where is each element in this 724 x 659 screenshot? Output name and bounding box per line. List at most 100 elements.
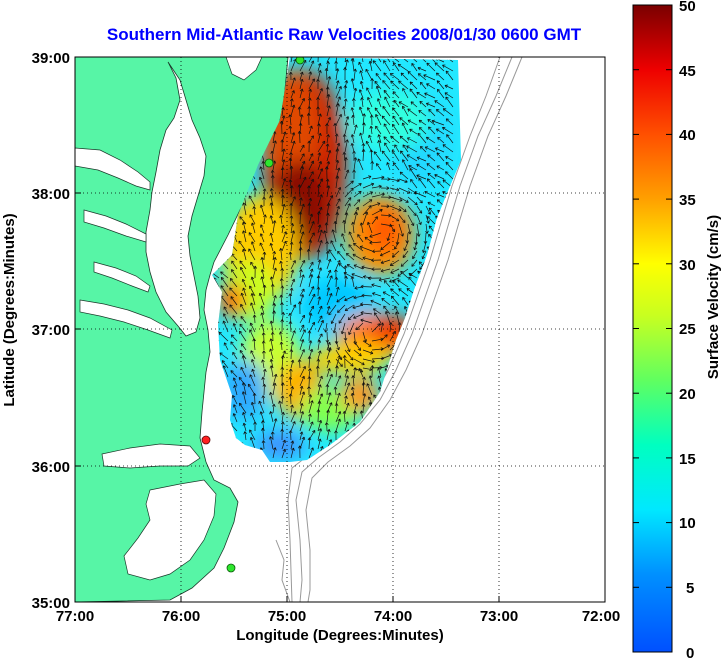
velocity-arrow — [281, 203, 286, 216]
velocity-arrow — [316, 78, 320, 90]
velocity-arrow — [398, 196, 409, 203]
velocity-arrow — [442, 126, 454, 135]
velocity-arrow — [279, 120, 284, 135]
velocity-arrow — [371, 258, 382, 263]
velocity-arrow — [317, 259, 322, 270]
velocity-arrow — [261, 160, 266, 171]
velocity-arrow — [222, 365, 229, 378]
velocity-arrow — [290, 278, 296, 288]
velocity-arrow — [317, 315, 323, 324]
velocity-arrow — [344, 187, 354, 198]
velocity-arrow — [288, 157, 293, 171]
velocity-arrow — [324, 68, 329, 81]
velocity-arrow — [288, 376, 293, 387]
velocity-arrow — [299, 224, 304, 234]
velocity-arrow — [280, 395, 285, 405]
velocity-arrow — [351, 273, 364, 279]
velocity-arrow — [350, 58, 355, 72]
velocity-arrow — [335, 148, 340, 162]
velocity-arrow — [407, 196, 418, 206]
velocity-arrow — [272, 310, 276, 324]
velocity-arrow — [241, 355, 247, 369]
y-tick-label: 35:00 — [32, 595, 70, 612]
velocity-arrow — [299, 349, 305, 360]
velocity-arrow — [262, 251, 267, 261]
velocity-arrow — [362, 211, 369, 225]
velocity-arrow — [308, 88, 312, 99]
velocity-arrow — [317, 305, 323, 315]
velocity-arrow — [371, 208, 383, 216]
velocity-arrow — [427, 154, 436, 162]
velocity-arrow — [230, 334, 238, 342]
velocity-arrow — [290, 421, 296, 432]
velocity-arrow — [326, 347, 332, 360]
velocity-arrow — [297, 301, 302, 315]
colorbar-tick-label: 10 — [679, 515, 696, 532]
velocity-arrow — [334, 60, 338, 72]
x-tick-label: 72:00 — [582, 608, 620, 625]
velocity-arrow — [409, 88, 418, 99]
velocity-arrow — [230, 296, 238, 306]
velocity-arrow — [389, 223, 396, 233]
velocity-arrow — [361, 382, 366, 396]
velocity-arrow — [335, 340, 340, 351]
velocity-arrow — [269, 338, 274, 351]
velocity-arrow — [372, 249, 382, 254]
velocity-arrow — [442, 108, 454, 117]
velocity-arrow — [344, 139, 349, 153]
velocity-arrow — [360, 97, 364, 108]
velocity-arrow — [290, 260, 296, 270]
velocity-arrow — [272, 220, 277, 234]
velocity-arrow — [348, 231, 355, 243]
velocity-arrow — [402, 144, 409, 153]
velocity-arrow — [317, 123, 321, 135]
velocity-arrow — [220, 276, 229, 288]
velocity-arrow — [281, 350, 286, 360]
velocity-arrow — [410, 101, 418, 108]
velocity-arrow — [350, 392, 355, 405]
velocity-arrow — [332, 322, 337, 334]
velocity-arrow — [361, 265, 373, 270]
velocity-arrow — [259, 224, 265, 234]
velocity-arrow — [299, 431, 304, 441]
velocity-arrow — [397, 268, 409, 277]
velocity-arrow — [251, 368, 256, 378]
velocity-arrow — [249, 214, 256, 225]
velocity-arrow — [250, 412, 256, 423]
colorbar-tick-label: 20 — [679, 386, 696, 403]
velocity-arrow — [279, 331, 283, 342]
velocity-arrow — [299, 274, 305, 288]
velocity-arrow — [425, 102, 436, 108]
colorbar-tick-label: 25 — [679, 321, 696, 338]
velocity-arrow — [335, 103, 340, 117]
velocity-arrow — [362, 275, 373, 279]
velocity-arrow — [406, 145, 418, 153]
velocity-arrow — [317, 333, 323, 342]
velocity-arrow — [326, 293, 333, 306]
velocity-arrow — [444, 92, 454, 99]
velocity-arrow — [280, 428, 285, 441]
velocity-arrow — [445, 96, 454, 108]
velocity-arrow — [232, 404, 238, 414]
velocity-arrow — [249, 429, 256, 441]
chesapeake-bay — [145, 61, 207, 337]
velocity-arrow — [229, 277, 238, 288]
velocity-arrow — [383, 136, 391, 144]
velocity-arrow — [377, 134, 382, 144]
velocity-arrow — [326, 202, 331, 216]
velocity-arrow — [231, 260, 238, 270]
velocity-arrow — [383, 89, 391, 99]
velocity-arrow — [239, 323, 247, 333]
velocity-arrow — [270, 331, 275, 342]
velocity-arrow — [353, 340, 361, 351]
velocity-arrow — [367, 221, 373, 234]
velocity-arrow — [272, 251, 276, 261]
velocity-arrow — [223, 342, 229, 351]
velocity-arrow — [253, 265, 258, 279]
velocity-arrow — [418, 177, 427, 189]
velocity-arrow — [353, 87, 358, 99]
velocity-arrow — [401, 122, 409, 135]
velocity-arrow — [290, 140, 296, 153]
velocity-arrow — [427, 172, 436, 180]
velocity-arrow — [281, 231, 287, 243]
